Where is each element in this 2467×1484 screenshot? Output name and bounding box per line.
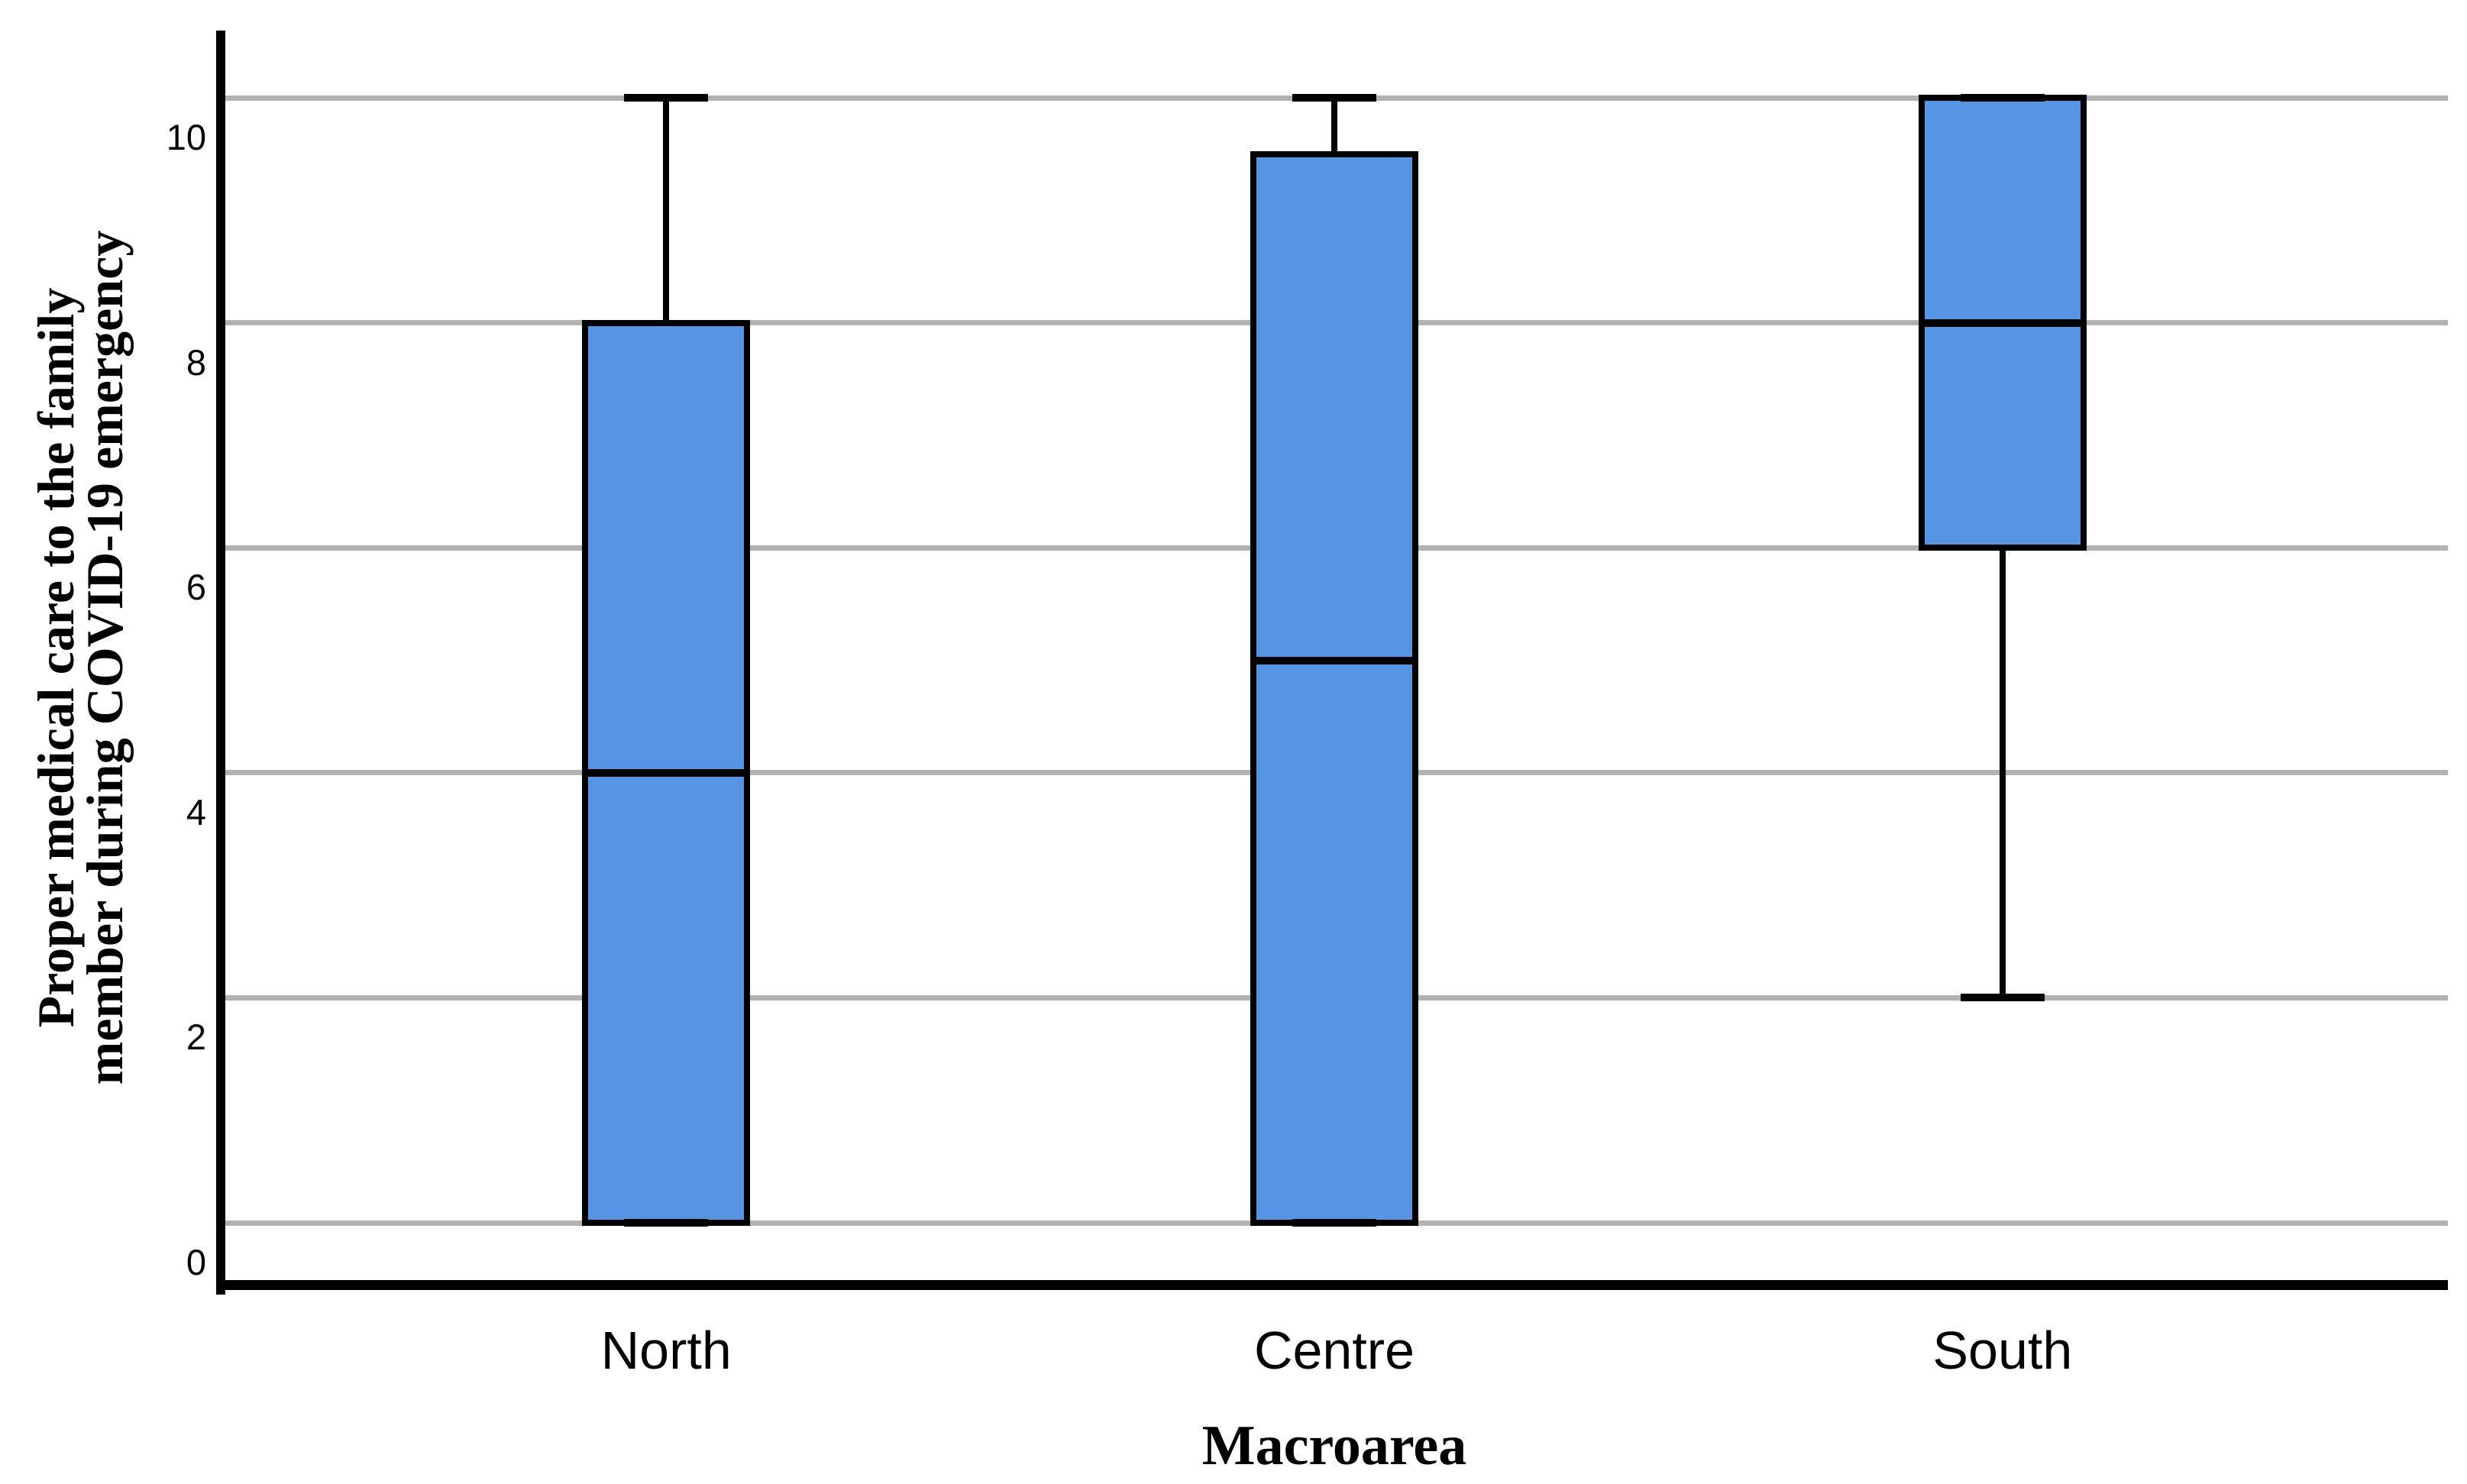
upper-whisker-north — [663, 98, 670, 323]
box-centre — [1250, 150, 1418, 1226]
median-line-south — [1918, 318, 2087, 327]
y-tick-label-2: 2 — [186, 1017, 206, 1058]
median-line-north — [582, 768, 751, 777]
y-tick-label-10: 10 — [166, 117, 206, 158]
y-tick-label-6: 6 — [186, 567, 206, 608]
upper-whisker-cap-centre — [1292, 94, 1376, 102]
upper-whisker-cap-south — [1960, 94, 2045, 102]
category-label-centre: Centre — [1253, 1321, 1415, 1380]
y-tick-label-0: 0 — [186, 1242, 206, 1282]
lower-whisker-cap-centre — [1292, 1219, 1376, 1227]
upper-whisker-cap-north — [624, 94, 709, 102]
category-label-north: North — [600, 1321, 732, 1380]
upper-whisker-centre — [1331, 98, 1337, 154]
y-axis-line — [216, 31, 225, 1295]
y-tick-label-4: 4 — [186, 791, 206, 833]
lower-whisker-south — [1999, 548, 2006, 998]
lower-whisker-cap-south — [1960, 994, 2045, 1002]
y-tick-label-8: 8 — [186, 341, 206, 383]
median-line-centre — [1250, 656, 1418, 664]
lower-whisker-cap-north — [624, 1219, 709, 1227]
category-label-south: South — [1932, 1321, 2073, 1380]
x-axis-title: Macroarea — [1201, 1414, 1467, 1477]
x-axis-line — [216, 1280, 2448, 1290]
